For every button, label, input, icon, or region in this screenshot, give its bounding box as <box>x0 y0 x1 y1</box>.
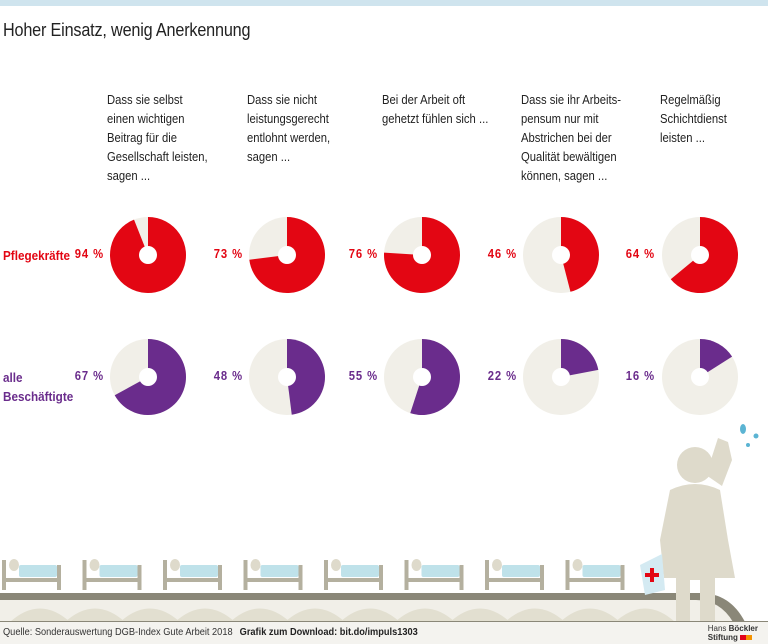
pie-hole <box>691 368 709 386</box>
medical-bag-icon <box>640 554 665 595</box>
question-4: Dass sie ihr Arbeits- pensum nur mit Abs… <box>521 93 622 183</box>
data-label: 46 % <box>487 247 517 261</box>
data-label: 64 % <box>625 247 655 261</box>
hospital-bed-icon <box>2 559 61 590</box>
hospital-bed-icon <box>485 559 544 590</box>
row-label-pflegekraefte: Pflegekräfte <box>3 248 70 263</box>
hospital-bed-icon <box>404 559 464 590</box>
pie-slice <box>287 339 325 415</box>
hospital-bed-icon <box>243 559 303 590</box>
pie-hole <box>278 368 296 386</box>
hospital-bed-icon <box>82 559 142 590</box>
hospital-bed-icon <box>565 559 625 590</box>
question-1: Dass sie selbst einen wichtigen Beitrag … <box>107 93 208 183</box>
source-text: Quelle: Sonderauswertung DGB-Index Gute … <box>3 626 233 638</box>
pie-slice <box>410 339 460 415</box>
hans-boeckler-logo: Hans Böckler Stiftung <box>707 624 758 642</box>
pie-hole <box>552 246 570 264</box>
data-label: 94 % <box>74 247 104 261</box>
chart-title: Hoher Einsatz, wenig Anerkennung <box>3 20 251 40</box>
pie-slice <box>561 339 599 377</box>
conveyor-illustration <box>0 424 759 622</box>
nurse-figure <box>660 438 735 622</box>
pie-hole <box>278 246 296 264</box>
hospital-bed-icon <box>163 559 222 590</box>
pie-hole <box>139 368 157 386</box>
data-label: 16 % <box>625 369 655 383</box>
conveyor-belt <box>0 593 745 622</box>
data-label: 22 % <box>487 369 517 383</box>
pie-hole <box>691 246 709 264</box>
data-label: 55 % <box>348 369 378 383</box>
pie-charts <box>109 217 738 416</box>
sweat-drops-icon <box>740 424 759 447</box>
pie-slice <box>561 217 599 292</box>
hospital-bed-icon <box>324 559 383 590</box>
question-2: Dass sie nicht leistungsgerecht entlohnt… <box>247 93 331 164</box>
data-label: 73 % <box>213 247 243 261</box>
question-3: Bei der Arbeit oft gehetzt fühlen sich .… <box>382 93 489 126</box>
pie-slice <box>700 339 733 377</box>
top-bar <box>0 0 768 6</box>
pie-hole <box>413 246 431 264</box>
row-label-alle-beschaeftigte: alle Beschäftigte <box>3 370 74 404</box>
footer: Quelle: Sonderauswertung DGB-Index Gute … <box>0 621 768 644</box>
download-link[interactable]: Grafik zum Download: bit.do/impuls1303 <box>239 626 418 638</box>
data-label: 48 % <box>213 369 243 383</box>
data-label: 76 % <box>348 247 378 261</box>
question-5: Regelmäßig Schichtdienst leisten ... <box>660 93 727 145</box>
pie-hole <box>552 368 570 386</box>
data-label: 67 % <box>74 369 104 383</box>
pie-hole <box>139 246 157 264</box>
pie-hole <box>413 368 431 386</box>
